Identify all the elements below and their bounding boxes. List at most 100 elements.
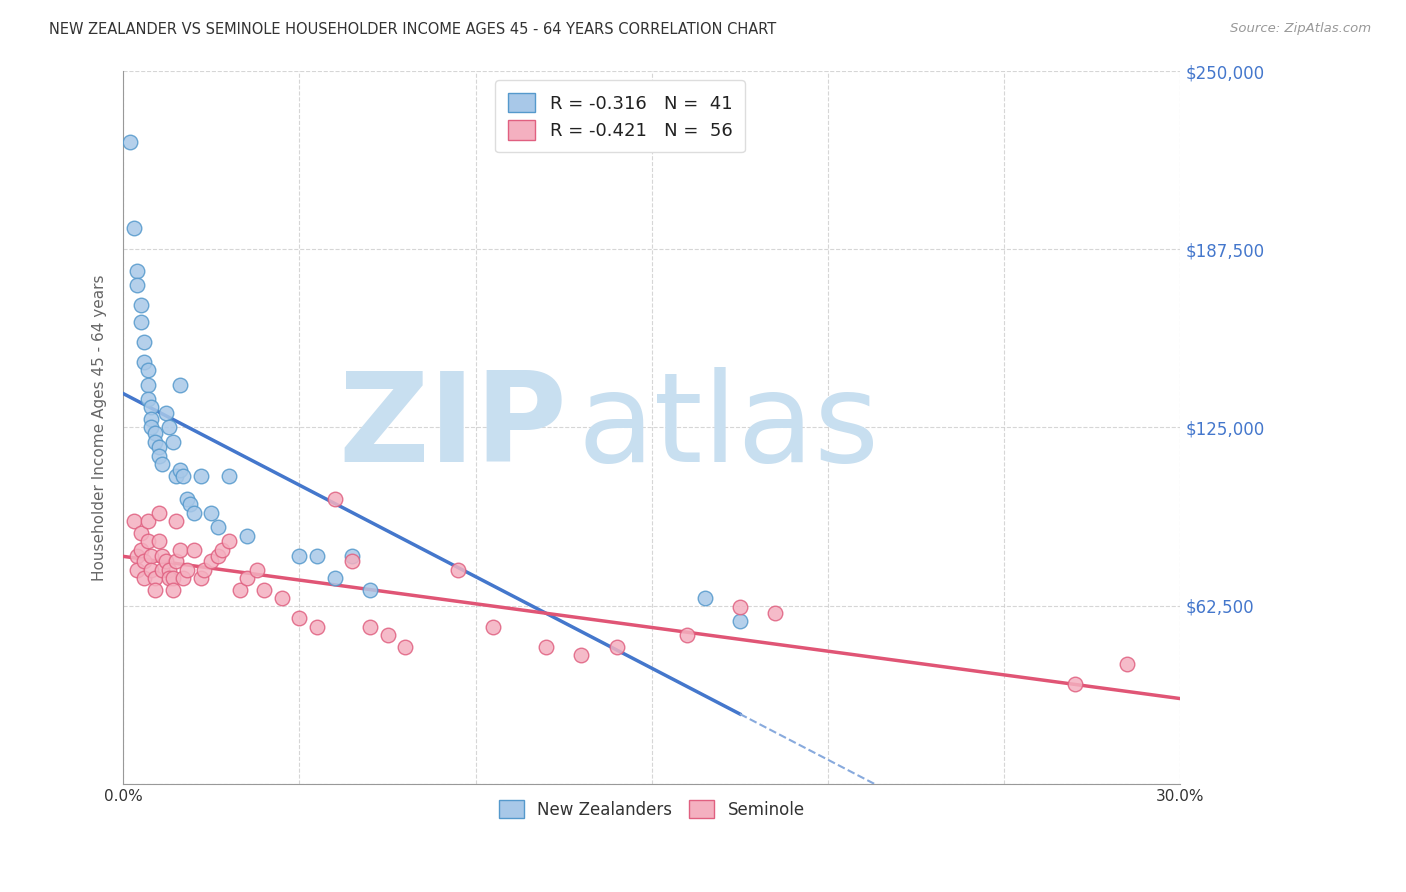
Point (169, 543, 191, 558)
Point (342, 554, 364, 568)
Point (122, 515, 145, 529)
Point (235, 572, 257, 586)
Point (172, 468, 194, 483)
Point (176, 491, 198, 506)
Point (143, 426, 166, 441)
Point (211, 543, 233, 558)
Point (270, 591, 292, 606)
Point (342, 549, 364, 563)
Point (150, 563, 173, 577)
Point (200, 554, 222, 568)
Point (136, 534, 159, 549)
Point (359, 582, 381, 597)
Point (728, 599, 751, 614)
Point (728, 614, 751, 628)
Text: NEW ZEALANDER VS SEMINOLE HOUSEHOLDER INCOME AGES 45 - 64 YEARS CORRELATION CHAR: NEW ZEALANDER VS SEMINOLE HOUSEHOLDER IN… (49, 22, 776, 37)
Point (165, 515, 187, 529)
Point (190, 572, 212, 586)
Point (569, 648, 592, 663)
Point (190, 468, 212, 483)
Point (200, 506, 222, 520)
Point (155, 554, 177, 568)
Point (136, 377, 159, 392)
Point (676, 628, 699, 642)
Point (207, 549, 229, 563)
Point (162, 572, 184, 586)
Point (127, 277, 149, 292)
Point (377, 628, 399, 642)
Point (323, 491, 346, 506)
Point (141, 401, 163, 415)
Point (693, 591, 716, 606)
Point (359, 620, 381, 634)
Point (176, 563, 198, 577)
Point (134, 554, 156, 568)
Point (288, 549, 311, 563)
Point (127, 549, 149, 563)
Point (136, 392, 159, 406)
Point (120, 136, 142, 150)
Point (169, 463, 191, 477)
Point (169, 377, 191, 392)
Point (157, 563, 180, 577)
Point (307, 549, 329, 563)
Point (606, 640, 628, 654)
Point (155, 406, 177, 420)
Point (288, 611, 311, 625)
Point (193, 563, 215, 577)
Point (129, 525, 152, 540)
Legend: New Zealanders, Seminole: New Zealanders, Seminole (492, 794, 811, 825)
Point (148, 534, 170, 549)
Point (136, 363, 159, 377)
Point (143, 572, 166, 586)
Point (172, 572, 194, 586)
Point (129, 315, 152, 329)
Point (1063, 677, 1085, 691)
Point (482, 620, 505, 634)
Point (534, 640, 557, 654)
Point (162, 582, 184, 597)
Point (134, 572, 156, 586)
Point (157, 420, 180, 434)
Point (127, 563, 149, 577)
Point (150, 549, 173, 563)
Point (228, 582, 250, 597)
Point (218, 468, 240, 483)
Point (165, 554, 187, 568)
Point (218, 534, 240, 549)
Point (129, 543, 152, 558)
Point (148, 449, 170, 463)
Point (134, 355, 156, 369)
Point (136, 515, 159, 529)
Point (235, 529, 257, 543)
Point (165, 468, 187, 483)
Point (129, 298, 152, 312)
Point (148, 441, 170, 455)
Point (141, 563, 163, 577)
Point (1116, 657, 1139, 671)
Point (246, 563, 269, 577)
Point (141, 549, 163, 563)
Point (447, 563, 470, 577)
Point (179, 497, 201, 511)
Point (183, 506, 205, 520)
Text: Source: ZipAtlas.com: Source: ZipAtlas.com (1230, 22, 1371, 36)
Point (122, 220, 145, 235)
Point (150, 458, 173, 472)
Point (253, 582, 276, 597)
Text: atlas: atlas (578, 367, 880, 488)
Point (143, 582, 166, 597)
Text: ZIP: ZIP (339, 367, 567, 488)
Point (323, 572, 346, 586)
Point (207, 520, 229, 534)
Point (148, 506, 170, 520)
Point (157, 572, 180, 586)
Point (394, 640, 416, 654)
Point (307, 620, 329, 634)
Y-axis label: Householder Income Ages 45 - 64 years: Householder Income Ages 45 - 64 years (93, 274, 107, 581)
Point (162, 434, 184, 449)
Point (183, 543, 205, 558)
Point (141, 412, 163, 426)
Point (763, 606, 786, 620)
Point (134, 334, 156, 349)
